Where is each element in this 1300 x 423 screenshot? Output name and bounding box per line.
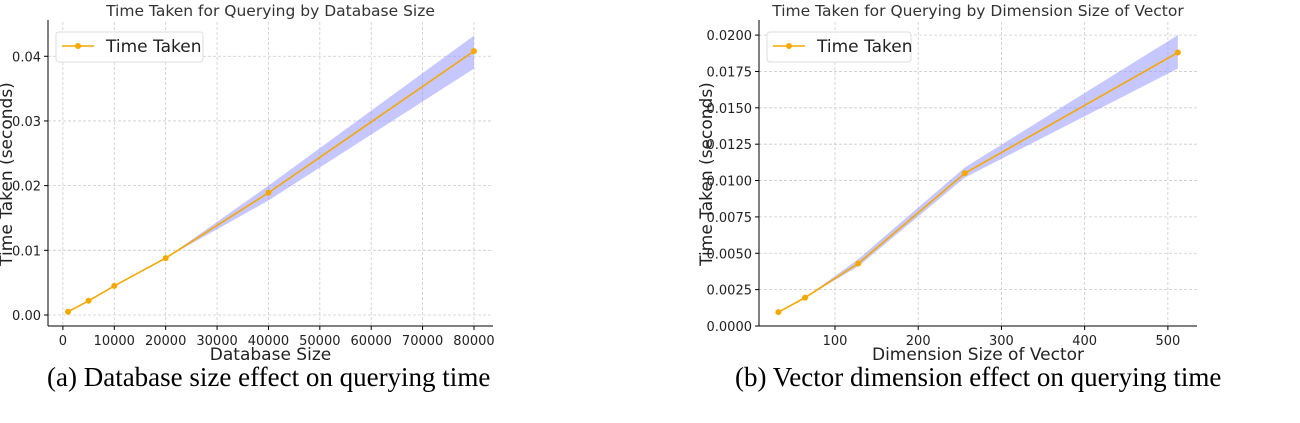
data-point [775, 309, 782, 316]
data-point [65, 308, 72, 315]
chart-title: Time Taken for Querying by Database Size [105, 2, 435, 20]
y-tick-label: 0.0125 [707, 138, 753, 153]
y-tick-label: 0.0100 [707, 175, 753, 190]
chart-b: 100 200 300 400 500 0.0000 0.0025 0.0050 0.0075 0… [697, 2, 1197, 365]
legend-marker-icon [786, 43, 792, 49]
data-point [85, 297, 92, 304]
y-tick-label: 0.0175 [707, 65, 753, 80]
legend-label: Time Taken [105, 37, 201, 57]
legend-label: Time Taken [816, 37, 912, 57]
x-tick-label: 500 [1155, 334, 1180, 349]
confidence-band [778, 35, 1178, 313]
y-tick-label: 0.0050 [707, 247, 753, 262]
y-axis-label: Time Taken (seconds) [697, 82, 717, 267]
y-tick-label: 0.0150 [707, 102, 753, 117]
chart-a: 0 10000 20000 30000 40000 50000 60000 70000 8000… [0, 2, 495, 365]
data-point [162, 255, 169, 262]
data-point [802, 294, 809, 301]
x-tick-label: 10000 [94, 334, 135, 349]
y-tick-label: 0.02 [12, 180, 41, 195]
x-tick-label: 100 [823, 334, 848, 349]
y-tick-label: 0.00 [12, 309, 41, 324]
x-tick-label: 20000 [145, 334, 186, 349]
y-tick-label: 0.0075 [707, 211, 753, 226]
legend-marker-icon [75, 43, 81, 49]
x-axis-label: Database Size [210, 345, 331, 365]
data-point [855, 260, 862, 267]
x-axis-label: Dimension Size of Vector [872, 345, 1084, 365]
x-tick-label: 200 [906, 334, 931, 349]
y-tick-label: 0.04 [12, 50, 41, 65]
y-tick-label: 0.0200 [707, 29, 753, 44]
y-axis-label: Time Taken (seconds) [0, 82, 17, 267]
legend-box [766, 31, 912, 63]
chart-title: Time Taken for Querying by Dimension Siz… [771, 2, 1184, 20]
x-tick-label: 50000 [299, 334, 340, 349]
series-line [67, 50, 475, 313]
data-point [111, 282, 118, 289]
legend: Time Taken [55, 31, 204, 63]
x-tick-label: 30000 [196, 334, 237, 349]
data-point [1174, 49, 1181, 56]
confidence-band [68, 35, 474, 312]
x-tick-label: 80000 [453, 334, 494, 349]
x-tick-label: 70000 [402, 334, 443, 349]
x-tick-label: 0 [59, 334, 67, 349]
data-point [961, 170, 968, 177]
legend-box [55, 31, 204, 63]
y-tick-label: 0.01 [12, 244, 41, 259]
data-point [265, 189, 272, 196]
caption-a: (a) Database size effect on querying tim… [47, 362, 491, 392]
y-tick-label: 0.0000 [707, 320, 753, 335]
x-tick-label: 400 [1072, 334, 1097, 349]
data-point [470, 48, 477, 55]
legend: Time Taken [766, 31, 912, 63]
y-tick-label: 0.03 [12, 115, 41, 130]
x-tick-label: 60000 [351, 334, 392, 349]
caption-b: (b) Vector dimension effect on querying … [735, 362, 1222, 392]
y-tick-label: 0.0025 [707, 284, 753, 299]
x-tick-label: 40000 [248, 334, 289, 349]
x-tick-label: 300 [989, 334, 1014, 349]
